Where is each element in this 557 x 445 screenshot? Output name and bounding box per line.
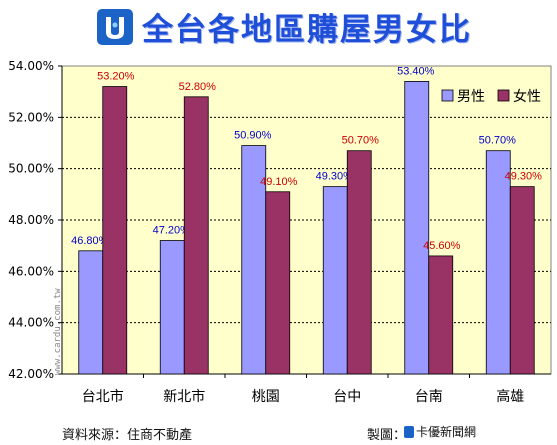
data-label-male: 47.20% bbox=[153, 225, 191, 237]
data-source: 資料來源：住商不動產 bbox=[62, 428, 193, 443]
x-tick-label: 桃園 bbox=[252, 389, 280, 405]
bar-male bbox=[404, 81, 430, 375]
data-label-male: 50.90% bbox=[234, 130, 272, 142]
data-label-female: 45.60% bbox=[423, 240, 461, 252]
data-label-female: 50.70% bbox=[342, 135, 380, 147]
x-tick-label: 台中 bbox=[333, 389, 361, 405]
producer-label: 製圖： bbox=[367, 428, 407, 443]
data-label-female: 49.10% bbox=[260, 176, 298, 188]
x-tick-label: 台北市 bbox=[82, 388, 124, 405]
bar-female bbox=[183, 96, 209, 375]
brand-icon bbox=[404, 425, 414, 438]
brand-name: 卡優新聞網 bbox=[416, 425, 477, 439]
data-label-female: 52.80% bbox=[179, 81, 217, 93]
y-tick-label: 48.00% bbox=[8, 213, 54, 227]
y-tick-label: 54.00% bbox=[8, 59, 54, 73]
bar-male bbox=[241, 145, 267, 375]
legend-swatch-female bbox=[497, 89, 510, 102]
x-tick-label: 台南 bbox=[415, 389, 443, 405]
y-tick-label: 42.00% bbox=[8, 367, 54, 381]
data-label-female: 53.20% bbox=[97, 71, 135, 83]
watermark-text: www.cardu.com.tw bbox=[53, 288, 63, 375]
logo-icon bbox=[96, 8, 134, 46]
bar-female bbox=[346, 150, 372, 375]
data-label-male: 50.70% bbox=[479, 135, 517, 147]
chart-title: 全台各地區購屋男女比 bbox=[142, 12, 472, 48]
bar-male bbox=[322, 186, 348, 375]
bar-female bbox=[428, 255, 454, 375]
legend-swatch-male bbox=[441, 89, 454, 102]
bar-male bbox=[485, 150, 511, 375]
bar-female bbox=[509, 186, 535, 375]
legend-label-female: 女性 bbox=[513, 88, 541, 105]
x-tick-label: 高雄 bbox=[496, 388, 524, 405]
y-tick-label: 46.00% bbox=[8, 264, 54, 278]
data-label-male: 46.80% bbox=[71, 235, 109, 247]
data-label-male: 49.30% bbox=[316, 171, 354, 183]
bar-female bbox=[102, 86, 128, 375]
data-label-male: 53.40% bbox=[397, 65, 435, 77]
brand-logo: 卡優新聞網 bbox=[404, 423, 476, 440]
legend-label-male: 男性 bbox=[457, 89, 485, 105]
data-label-female: 49.30% bbox=[505, 171, 543, 183]
y-tick-label: 44.00% bbox=[8, 316, 54, 330]
bar-male bbox=[78, 250, 104, 375]
x-tick-label: 新北市 bbox=[163, 388, 205, 405]
bar-female bbox=[265, 191, 291, 375]
y-tick-label: 50.00% bbox=[8, 162, 54, 176]
bar-male bbox=[159, 240, 185, 375]
y-tick-label: 52.00% bbox=[8, 110, 54, 124]
